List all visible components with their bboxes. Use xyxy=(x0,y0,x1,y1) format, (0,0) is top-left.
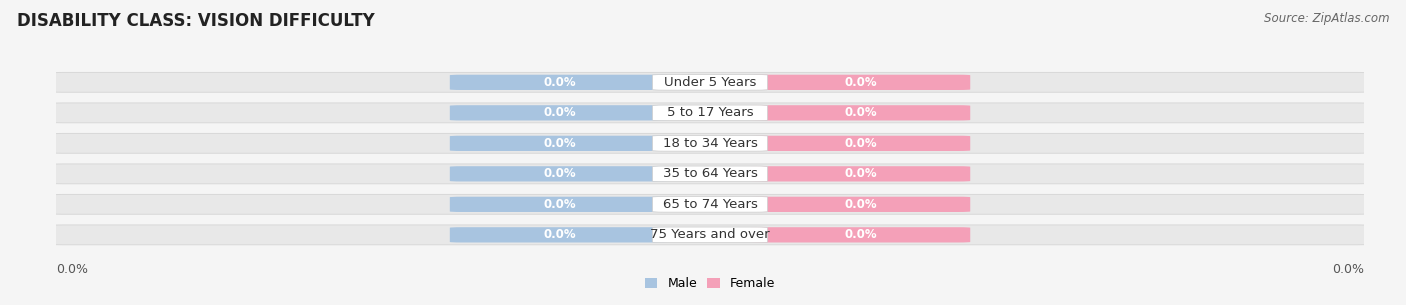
Text: 0.0%: 0.0% xyxy=(844,137,877,150)
FancyBboxPatch shape xyxy=(652,74,768,90)
Text: 75 Years and over: 75 Years and over xyxy=(650,228,770,241)
FancyBboxPatch shape xyxy=(53,225,1367,245)
FancyBboxPatch shape xyxy=(450,105,669,120)
Text: 0.0%: 0.0% xyxy=(56,264,89,276)
FancyBboxPatch shape xyxy=(751,75,970,90)
Text: 0.0%: 0.0% xyxy=(844,228,877,241)
Text: 0.0%: 0.0% xyxy=(844,76,877,89)
FancyBboxPatch shape xyxy=(450,136,669,151)
Text: 0.0%: 0.0% xyxy=(543,106,576,119)
FancyBboxPatch shape xyxy=(53,164,1367,184)
FancyBboxPatch shape xyxy=(751,197,970,212)
FancyBboxPatch shape xyxy=(450,197,669,212)
Text: DISABILITY CLASS: VISION DIFFICULTY: DISABILITY CLASS: VISION DIFFICULTY xyxy=(17,12,374,30)
FancyBboxPatch shape xyxy=(751,136,970,151)
FancyBboxPatch shape xyxy=(450,227,669,242)
Text: 0.0%: 0.0% xyxy=(543,76,576,89)
FancyBboxPatch shape xyxy=(751,166,970,181)
Text: 0.0%: 0.0% xyxy=(844,106,877,119)
FancyBboxPatch shape xyxy=(652,166,768,182)
Text: 0.0%: 0.0% xyxy=(1331,264,1364,276)
FancyBboxPatch shape xyxy=(53,134,1367,153)
Legend: Male, Female: Male, Female xyxy=(640,272,780,295)
FancyBboxPatch shape xyxy=(53,73,1367,92)
Text: 18 to 34 Years: 18 to 34 Years xyxy=(662,137,758,150)
Text: 0.0%: 0.0% xyxy=(543,228,576,241)
Text: 5 to 17 Years: 5 to 17 Years xyxy=(666,106,754,119)
Text: Source: ZipAtlas.com: Source: ZipAtlas.com xyxy=(1264,12,1389,25)
FancyBboxPatch shape xyxy=(450,166,669,181)
Text: 65 to 74 Years: 65 to 74 Years xyxy=(662,198,758,211)
FancyBboxPatch shape xyxy=(53,103,1367,123)
Text: 0.0%: 0.0% xyxy=(543,167,576,180)
FancyBboxPatch shape xyxy=(652,196,768,212)
FancyBboxPatch shape xyxy=(53,195,1367,214)
FancyBboxPatch shape xyxy=(450,75,669,90)
FancyBboxPatch shape xyxy=(652,227,768,243)
FancyBboxPatch shape xyxy=(652,105,768,121)
FancyBboxPatch shape xyxy=(751,227,970,242)
Text: 0.0%: 0.0% xyxy=(844,198,877,211)
Text: 0.0%: 0.0% xyxy=(543,137,576,150)
Text: Under 5 Years: Under 5 Years xyxy=(664,76,756,89)
FancyBboxPatch shape xyxy=(751,105,970,120)
Text: 35 to 64 Years: 35 to 64 Years xyxy=(662,167,758,180)
Text: 0.0%: 0.0% xyxy=(844,167,877,180)
FancyBboxPatch shape xyxy=(652,135,768,151)
Text: 0.0%: 0.0% xyxy=(543,198,576,211)
